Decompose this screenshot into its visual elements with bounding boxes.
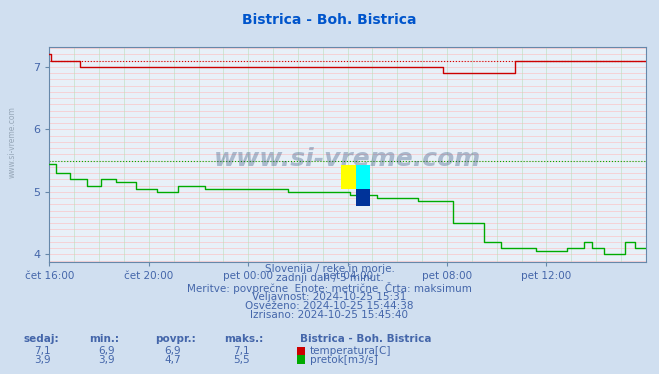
Text: pretok[m3/s]: pretok[m3/s] bbox=[310, 355, 378, 365]
Text: Slovenija / reke in morje.: Slovenija / reke in morje. bbox=[264, 264, 395, 274]
Text: zadnji dan / 5 minut.: zadnji dan / 5 minut. bbox=[275, 273, 384, 283]
Text: 7,1: 7,1 bbox=[233, 346, 250, 356]
Text: www.si-vreme.com: www.si-vreme.com bbox=[8, 106, 17, 178]
Bar bbox=[356, 165, 370, 188]
Text: maks.:: maks.: bbox=[224, 334, 264, 344]
Text: Veljavnost: 2024-10-25 15:31: Veljavnost: 2024-10-25 15:31 bbox=[252, 292, 407, 302]
Text: 3,9: 3,9 bbox=[34, 355, 51, 365]
Text: 5,5: 5,5 bbox=[233, 355, 250, 365]
Text: www.si-vreme.com: www.si-vreme.com bbox=[214, 147, 481, 171]
Text: sedaj:: sedaj: bbox=[23, 334, 59, 344]
Text: Meritve: povprečne  Enote: metrične  Črta: maksimum: Meritve: povprečne Enote: metrične Črta:… bbox=[187, 282, 472, 294]
Text: 4,7: 4,7 bbox=[164, 355, 181, 365]
Text: 6,9: 6,9 bbox=[164, 346, 181, 356]
Text: min.:: min.: bbox=[89, 334, 119, 344]
Text: Bistrica - Boh. Bistrica: Bistrica - Boh. Bistrica bbox=[300, 334, 432, 344]
Text: Osveženo: 2024-10-25 15:44:38: Osveženo: 2024-10-25 15:44:38 bbox=[245, 301, 414, 311]
Text: 6,9: 6,9 bbox=[98, 346, 115, 356]
Bar bbox=[341, 165, 356, 188]
Text: temperatura[C]: temperatura[C] bbox=[310, 346, 391, 356]
Text: 3,9: 3,9 bbox=[98, 355, 115, 365]
Text: povpr.:: povpr.: bbox=[155, 334, 196, 344]
Bar bbox=[356, 188, 370, 206]
Text: Izrisano: 2024-10-25 15:45:40: Izrisano: 2024-10-25 15:45:40 bbox=[250, 310, 409, 321]
Text: Bistrica - Boh. Bistrica: Bistrica - Boh. Bistrica bbox=[243, 13, 416, 27]
Text: 7,1: 7,1 bbox=[34, 346, 51, 356]
